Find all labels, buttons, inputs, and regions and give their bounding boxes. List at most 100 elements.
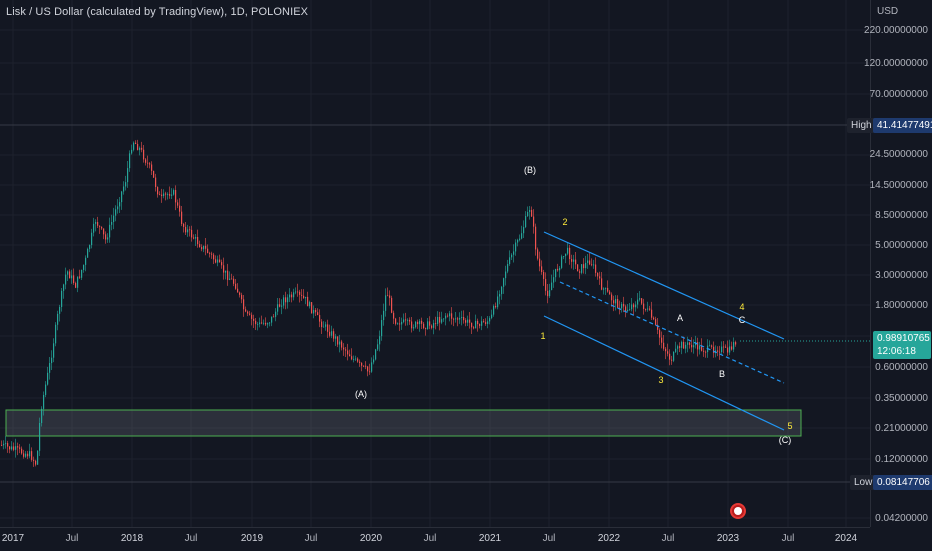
candle-body — [83, 264, 85, 270]
candle-body — [427, 321, 429, 329]
chart-plot-area[interactable]: (A) (B) (C) 1 2 3 4 5 A B C Lisk / US Do… — [0, 0, 870, 527]
candle-body — [419, 320, 421, 325]
candle-body — [721, 346, 723, 353]
candle-body — [193, 237, 195, 239]
candle-body — [199, 244, 201, 248]
price-label: 120.00000000 — [864, 58, 928, 69]
time-label: 2019 — [240, 533, 264, 544]
candle-body — [219, 259, 221, 263]
candle-body — [711, 345, 713, 347]
candle-body — [53, 343, 55, 358]
wave-label-a: A — [677, 313, 683, 323]
candle-body — [565, 253, 567, 257]
candle-body — [373, 359, 375, 363]
us-flag-event-icon[interactable] — [730, 503, 746, 519]
high-tag: High — [847, 118, 876, 133]
candle-body — [253, 318, 255, 321]
candle-body — [415, 321, 417, 328]
candle-body — [337, 336, 339, 345]
price-label: 0.04200000 — [875, 513, 928, 524]
candle-body — [713, 346, 715, 353]
candle-body — [473, 327, 475, 329]
candle-body — [447, 315, 449, 317]
candle-body — [525, 216, 527, 228]
candle-body — [469, 319, 471, 323]
candle-body — [667, 351, 669, 354]
candle-body — [685, 344, 687, 349]
candle-body — [63, 284, 65, 291]
candle-body — [541, 266, 543, 272]
candle-body — [571, 259, 573, 262]
candle-body — [177, 202, 179, 206]
candle-body — [489, 318, 491, 322]
symbol-title[interactable]: Lisk / US Dollar (calculated by TradingV… — [6, 6, 309, 18]
candle-body — [483, 321, 485, 323]
candle-body — [143, 149, 145, 160]
candle-body — [355, 358, 357, 360]
candle-body — [383, 310, 385, 321]
candle-body — [421, 320, 423, 324]
candle-body — [41, 408, 43, 424]
candle-body — [277, 304, 279, 312]
candle-body — [195, 236, 197, 239]
price-label: 8.50000000 — [875, 210, 928, 221]
candle-body — [207, 248, 209, 253]
candle-body — [133, 142, 135, 150]
candle-body — [375, 349, 377, 360]
candle-body — [175, 190, 177, 203]
candle-body — [235, 283, 237, 289]
candle-body — [471, 322, 473, 328]
candle-body — [381, 320, 383, 337]
candle-body — [529, 209, 531, 212]
last-price-badge: 0.98910765 12:06:18 — [873, 331, 931, 359]
candle-body — [493, 306, 495, 315]
candle-body — [85, 257, 87, 265]
candle-body — [323, 326, 325, 328]
candle-body — [655, 319, 657, 325]
candle-body — [361, 362, 363, 366]
candle-body — [635, 304, 637, 308]
candle-body — [453, 318, 455, 320]
candle-body — [67, 271, 69, 275]
candle-body — [149, 163, 151, 165]
candle-body — [251, 314, 253, 319]
candle-body — [103, 228, 105, 235]
wave-label-1: 1 — [540, 331, 545, 341]
candle-body — [357, 358, 359, 362]
price-scale[interactable]: USD 220.00000000 120.00000000 70.0000000… — [847, 0, 932, 527]
candle-body — [577, 264, 579, 272]
candle-body — [145, 159, 147, 163]
candle-body — [29, 451, 31, 457]
time-label: Jul — [304, 533, 318, 544]
candle-body — [505, 271, 507, 279]
candle-body — [431, 325, 433, 328]
candle-body — [121, 191, 123, 203]
candle-body — [325, 324, 327, 327]
candle-body — [613, 300, 615, 304]
time-scale[interactable]: 2017 Jul 2018 Jul 2019 Jul 2020 Jul 2021… — [0, 527, 870, 551]
candle-body — [187, 229, 189, 233]
candle-body — [93, 223, 95, 233]
candle-body — [335, 336, 337, 339]
price-label: 70.00000000 — [869, 89, 928, 100]
candle-body — [537, 249, 539, 259]
candle-body — [59, 306, 61, 314]
candle-body — [733, 342, 735, 350]
candle-body — [267, 323, 269, 325]
candle-body — [709, 345, 711, 347]
candle-body — [107, 237, 109, 240]
candle-body — [243, 299, 245, 310]
candle-body — [669, 353, 671, 360]
candle-body — [429, 321, 431, 326]
candle-body — [621, 303, 623, 309]
candle-body — [131, 149, 133, 154]
price-chart-svg[interactable]: (A) (B) (C) 1 2 3 4 5 A B C — [0, 0, 870, 527]
candle-body — [39, 423, 41, 451]
candle-body — [615, 298, 617, 304]
candle-body — [9, 446, 11, 450]
candle-body — [501, 286, 503, 295]
candle-body — [607, 287, 609, 292]
candle-body — [459, 317, 461, 320]
candle-body — [99, 225, 101, 227]
candle-body — [95, 222, 97, 224]
